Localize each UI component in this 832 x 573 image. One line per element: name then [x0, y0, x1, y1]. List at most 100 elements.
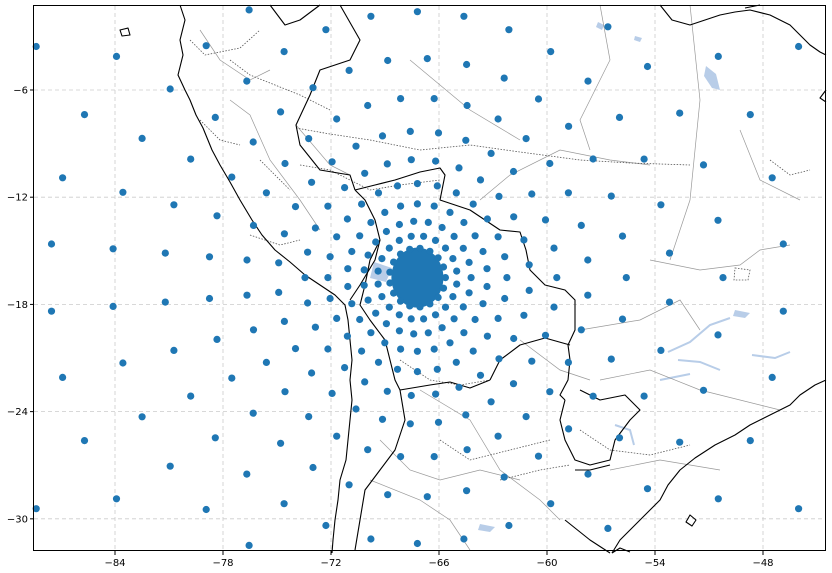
grid-point	[522, 135, 530, 143]
grid-point	[358, 200, 366, 208]
grid-point	[779, 240, 787, 248]
grid-point	[386, 268, 394, 276]
state-border	[579, 4, 611, 151]
grid-point	[433, 365, 441, 373]
grid-point	[479, 300, 487, 308]
grid-point	[397, 345, 405, 353]
state-border	[649, 244, 791, 271]
grid-point	[657, 201, 665, 209]
grid-point	[547, 48, 555, 56]
grid-point	[32, 42, 40, 51]
state-border	[599, 369, 781, 411]
grid-point	[714, 495, 722, 503]
grid-point	[384, 491, 392, 499]
grid-point	[509, 380, 518, 388]
grid-point	[367, 218, 375, 227]
grid-point	[643, 485, 652, 493]
grid-point	[460, 535, 468, 543]
grid-point	[305, 135, 313, 143]
state-border	[609, 459, 721, 471]
grid-point	[361, 378, 369, 386]
state-border	[519, 339, 591, 381]
grid-point	[166, 462, 174, 470]
country-border	[354, 167, 576, 401]
grid-point	[361, 169, 369, 177]
grid-point	[80, 437, 89, 445]
grid-point	[367, 535, 375, 543]
grid-point	[249, 138, 257, 146]
grid-point	[385, 244, 393, 252]
grid-point	[343, 332, 351, 340]
grid-point	[525, 261, 533, 269]
grid-point	[584, 77, 592, 85]
grid-point	[407, 156, 415, 164]
grid-point	[262, 189, 270, 197]
lake	[478, 524, 495, 532]
grid-point	[449, 293, 457, 301]
grid-point	[423, 493, 431, 501]
border-dotted	[259, 159, 291, 191]
grid-point	[510, 334, 518, 343]
grid-point	[584, 256, 592, 264]
grid-point	[47, 240, 56, 248]
grid-point	[469, 347, 477, 355]
state-border	[419, 389, 561, 521]
grid-point	[768, 174, 776, 182]
grid-point	[119, 188, 127, 196]
grid-point	[324, 274, 332, 282]
grid-point	[395, 327, 403, 335]
grid-point	[550, 303, 558, 311]
grid-point	[746, 437, 754, 445]
grid-point	[460, 12, 468, 20]
grid-point	[291, 203, 300, 211]
country-border	[269, 4, 321, 26]
grid-point	[322, 26, 330, 34]
grid-point	[341, 184, 349, 192]
border-dotted	[439, 439, 551, 461]
grid-point	[345, 66, 353, 74]
grid-point	[494, 432, 502, 440]
grid-point	[348, 300, 356, 308]
grid-point	[395, 311, 403, 319]
grid-point	[322, 521, 330, 530]
water-bodies	[370, 22, 791, 532]
grid-point	[501, 294, 509, 303]
river	[659, 373, 691, 381]
grid-point	[109, 245, 117, 253]
lake	[704, 66, 720, 90]
grid-point	[381, 339, 389, 347]
grid-point	[604, 23, 612, 31]
grid-point	[59, 373, 67, 381]
grid-point	[714, 52, 722, 61]
grid-point	[280, 230, 288, 238]
grid-point	[589, 155, 597, 163]
country-border	[559, 389, 641, 466]
grid-point	[604, 524, 612, 533]
grid-point	[356, 232, 364, 240]
grid-point	[455, 383, 463, 391]
grid-point	[463, 446, 471, 454]
grid-point	[509, 167, 518, 176]
grid-point	[665, 249, 674, 257]
coastline	[119, 4, 827, 554]
grid-point	[795, 42, 803, 51]
grid-point	[541, 331, 550, 339]
grid-point	[423, 55, 431, 63]
grid-point	[275, 288, 283, 296]
grid-point	[187, 155, 195, 163]
grid-point	[483, 332, 491, 340]
border-dotted	[229, 59, 331, 111]
grid-point	[384, 56, 392, 65]
grid-point	[360, 281, 368, 289]
pacific-coastline	[177, 4, 353, 554]
river	[667, 317, 731, 353]
grid-point	[407, 232, 415, 240]
grid-point	[112, 495, 121, 503]
grid-point	[393, 182, 402, 190]
grid-point	[32, 505, 40, 513]
grid-point	[187, 392, 195, 400]
grid-point	[441, 274, 449, 282]
grid-point	[565, 122, 573, 130]
grid-point	[406, 420, 414, 428]
